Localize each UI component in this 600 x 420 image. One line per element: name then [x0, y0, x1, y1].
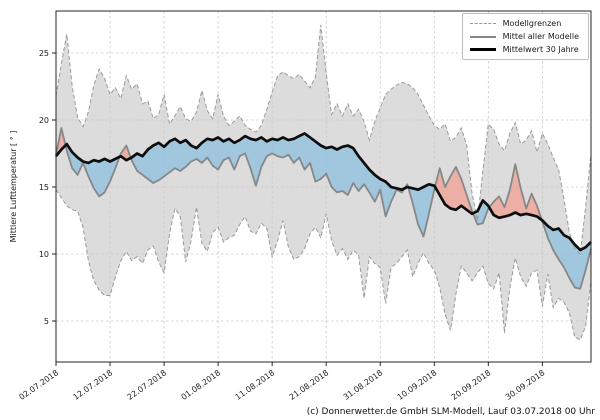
x-axis-tick-label: 02.07.2018 — [17, 368, 60, 402]
x-axis-tick-label: 10.09.2018 — [396, 368, 439, 402]
legend-item-model-range: Modellgrenzen — [469, 19, 579, 28]
legend-item-climate-mean: Mittelwert 30 Jahre — [469, 45, 579, 54]
climate-mean-line — [54, 132, 592, 252]
legend-label: Mittel aller Modelle — [502, 32, 579, 41]
x-axis-tick-label: 11.08.2018 — [234, 368, 277, 402]
y-axis-tick-label: 15 — [39, 183, 49, 192]
x-axis-tick-label: 20.09.2018 — [450, 368, 493, 402]
legend-label: Modellgrenzen — [502, 19, 562, 28]
x-axis-tick-label: 01.08.2018 — [180, 368, 223, 402]
x-axis-tick-label: 22.07.2018 — [126, 368, 169, 402]
model-mean-line — [55, 127, 592, 290]
y-axis-tick-label: 25 — [39, 49, 49, 58]
thick-black-line-swatch — [469, 48, 496, 51]
y-axis-tick-label: 10 — [39, 250, 49, 259]
model-range-fill — [56, 24, 591, 340]
legend: Modellgrenzen Mittel aller Modelle Mitte… — [461, 13, 589, 60]
y-axis-tick-label: 5 — [44, 317, 49, 326]
solid-gray-line-swatch — [469, 35, 496, 38]
y-axis-label: Mittlere Lufttemperatur [ ° ] — [9, 131, 18, 243]
x-axis-tick-label: 31.08.2018 — [342, 368, 385, 402]
x-axis-tick-label: 12.07.2018 — [71, 368, 114, 402]
dashed-line-swatch — [469, 23, 496, 24]
model-range-lower-line — [55, 189, 592, 341]
copyright-footer: (c) Donnerwetter.de GmbH SLM-Modell, Lau… — [306, 407, 595, 417]
y-axis-tick-label: 20 — [39, 116, 49, 125]
x-axis-tick-label: 30.09.2018 — [504, 368, 547, 402]
legend-label: Mittelwert 30 Jahre — [502, 45, 579, 54]
legend-item-model-mean: Mittel aller Modelle — [469, 32, 579, 41]
x-axis-tick-label: 21.08.2018 — [288, 368, 331, 402]
model-range-upper-line — [55, 24, 592, 256]
